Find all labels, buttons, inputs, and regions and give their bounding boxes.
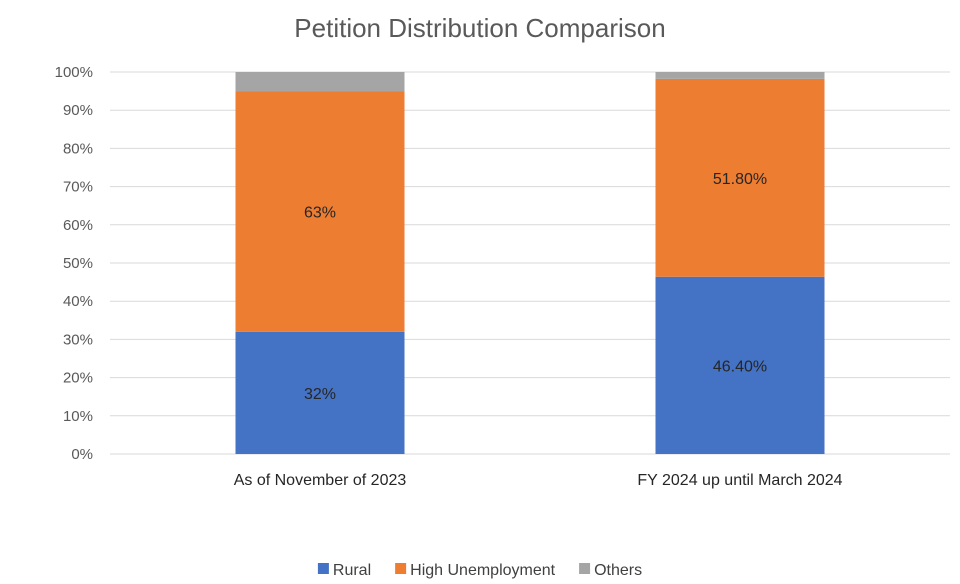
y-axis-tick-labels: 0% 10% 20% 30% 40% 50% 60% 70% 80% 90% 100% xyxy=(55,64,93,463)
bar-segment-others xyxy=(655,72,825,79)
legend-swatch xyxy=(317,563,329,574)
y-tick-label: 90% xyxy=(63,102,93,119)
legend-swatch xyxy=(395,563,407,574)
data-label: 63% xyxy=(304,204,336,221)
bars xyxy=(235,72,825,454)
data-label: 51.80% xyxy=(713,171,767,188)
y-tick-label: 50% xyxy=(63,255,93,272)
legend-swatch xyxy=(579,563,591,574)
bar-segment-others xyxy=(235,72,405,92)
x-axis-category-labels: As of November of 2023 FY 2024 up until M… xyxy=(234,472,843,489)
legend: Rural High Unemployment Others xyxy=(317,562,642,579)
y-tick-label: 0% xyxy=(71,446,93,463)
chart-title: Petition Distribution Comparison xyxy=(294,13,665,43)
legend-item: Rural xyxy=(317,562,371,579)
y-tick-label: 60% xyxy=(63,217,93,234)
legend-label: High Unemployment xyxy=(410,562,556,579)
y-tick-label: 30% xyxy=(63,331,93,348)
legend-label: Rural xyxy=(333,562,371,579)
y-tick-label: 20% xyxy=(63,370,93,387)
y-tick-label: 80% xyxy=(63,140,93,157)
bar-segment-high-unemployment xyxy=(655,78,825,277)
x-category-label: As of November of 2023 xyxy=(234,472,407,489)
data-label: 46.40% xyxy=(713,358,767,375)
data-label: 32% xyxy=(304,386,336,403)
x-category-label: FY 2024 up until March 2024 xyxy=(637,472,842,489)
data-labels: 32% 63% 46.40% 51.80% xyxy=(304,171,767,403)
y-tick-label: 100% xyxy=(55,64,93,81)
bar-segment-rural xyxy=(235,331,405,454)
bar-segment-rural xyxy=(655,276,825,454)
bar-segment-high-unemployment xyxy=(235,91,405,332)
y-tick-label: 70% xyxy=(63,179,93,196)
legend-item: Others xyxy=(579,562,642,579)
y-tick-label: 40% xyxy=(63,293,93,310)
legend-item: High Unemployment xyxy=(395,562,556,579)
y-tick-label: 10% xyxy=(63,408,93,425)
legend-label: Others xyxy=(594,562,642,579)
